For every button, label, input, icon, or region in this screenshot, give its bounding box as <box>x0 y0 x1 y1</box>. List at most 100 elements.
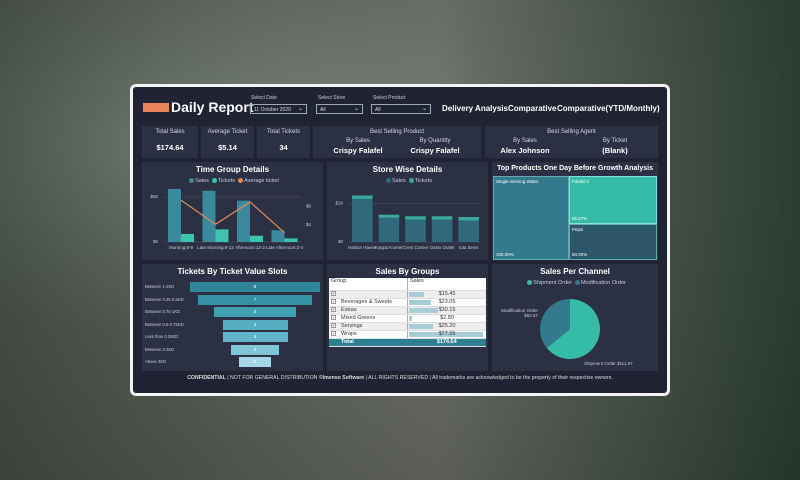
funnel-bar[interactable]: 4 <box>222 319 288 330</box>
sales-bar <box>405 219 426 242</box>
expand-icon[interactable]: + <box>331 323 336 328</box>
kpi-value: $174.64 <box>156 143 184 152</box>
by-sales-label: By Sales <box>346 138 370 144</box>
table-row[interactable]: + Wraps $77.99 <box>329 330 486 339</box>
legend: Sales Tickets <box>327 178 488 184</box>
by-qty-label: By Quantity <box>419 138 451 144</box>
table-row[interactable]: + Beverages & Sweets $23.05 <box>329 298 486 307</box>
modification-label: Modification Order $62.67 <box>496 308 538 318</box>
slice-name: Modification Order <box>501 308 538 313</box>
tile-value: 50.00% <box>572 252 588 257</box>
time-group-panel: Time Group Details Sales Tickets Average t… <box>142 162 323 260</box>
card-title: Best Selling Product <box>369 129 425 135</box>
legend-shipment: Shipment Order <box>533 280 572 286</box>
legend-sales: Sales <box>392 178 406 184</box>
treemap-tile-water[interactable]: Single-Serving Water 100.00% <box>493 176 569 260</box>
logo <box>143 103 169 112</box>
dashboard: Daily Report Select Date 11 October 2020… <box>135 88 665 392</box>
data-bar <box>409 315 412 321</box>
group-name: Mixed Greens <box>341 315 376 321</box>
footer-confidential: CONFIDENTIAL <box>187 375 226 381</box>
tickets-bar <box>215 229 229 242</box>
best-selling-product: Best Selling Product By Sales Crispy Fal… <box>313 126 481 158</box>
data-bar <box>409 323 433 329</box>
sales-bar <box>431 219 453 242</box>
product-select[interactable]: All ⌄ <box>371 104 431 114</box>
expand-icon[interactable]: + <box>331 291 336 296</box>
x-tick: Oasis Outlet <box>430 245 456 250</box>
tile-label: Falafel 2 <box>572 179 590 184</box>
x-tick: Iota Items <box>459 245 480 250</box>
header-sales[interactable]: Sales <box>407 278 486 291</box>
x-tick: Crest Corner <box>403 245 429 250</box>
kpi-label: Average Ticket <box>207 129 248 135</box>
store-select[interactable]: All ⌄ <box>316 104 363 114</box>
table-row[interactable]: + Servings $25.20 <box>329 322 486 331</box>
tickets-bar <box>250 235 263 242</box>
kpi-total-tickets: Total Tickets 34 <box>257 126 310 158</box>
funnel-bar[interactable]: 3 <box>230 344 280 355</box>
legend-average-ticket: Average ticket <box>244 178 279 184</box>
sales-table: Group Sales + $15.45 + Beverages & Sweets $23… <box>329 278 486 347</box>
sales-value: $77.99 <box>438 331 456 337</box>
shipment-label: Shipment Order $111.97 <box>584 361 633 366</box>
group-name: Wraps <box>341 331 357 337</box>
y2-tick: $6 <box>306 204 312 209</box>
tickets-bar <box>284 238 298 242</box>
funnel-label: Between 0.25-0.5KD <box>145 296 184 302</box>
kpi-value: 34 <box>279 143 288 152</box>
chevron-down-icon: ⌄ <box>297 106 303 112</box>
chevron-down-icon: ⌄ <box>353 106 359 112</box>
footer: CONFIDENTIAL | NOT FOR GENERAL DISTRIBUT… <box>135 375 665 381</box>
average-ticket-line <box>180 199 285 234</box>
kpi-average-ticket: Average Ticket $5.14 <box>201 126 254 158</box>
chart-title: Time Group Details <box>195 165 270 174</box>
expand-icon[interactable]: + <box>331 315 336 320</box>
chart-title: Store Wise Details <box>372 165 443 174</box>
funnel-bar[interactable]: 5 <box>214 307 296 317</box>
table-row[interactable]: + Extras $30.15 <box>329 306 486 315</box>
nav-comparative-ytd-monthly[interactable]: Comparative(YTD/Monthly) <box>557 104 660 113</box>
funnel-bar[interactable]: 4 <box>222 332 288 342</box>
kpi-total-sales: Total Sales $174.64 <box>142 126 198 158</box>
sales-bar <box>378 217 400 242</box>
legend-modification: Modification Order <box>580 280 626 286</box>
funnel-label: Above 3KD <box>145 359 167 364</box>
table-row[interactable]: + $15.45 <box>329 290 486 299</box>
nav-comparative[interactable]: Comparative <box>508 104 557 113</box>
data-bar <box>409 331 484 337</box>
data-bar <box>409 291 424 297</box>
x-tick: Late Afternoon:2-4 <box>266 245 304 250</box>
sales-value: $15.45 <box>438 291 456 297</box>
nav-delivery-analysis[interactable]: Delivery Analysis <box>442 104 508 113</box>
legend-sales: Sales <box>195 178 209 184</box>
data-bar <box>409 299 431 305</box>
sales-bar <box>271 230 285 242</box>
date-value: 11 October 2020 <box>254 107 291 113</box>
header-group[interactable]: Group <box>329 278 408 291</box>
best-selling-agent: Best Selling Agent By Sales Alex Johnson… <box>485 126 658 158</box>
sales-bar <box>237 200 250 242</box>
treemap-panel: Top Products One Day Before Growth Analy… <box>492 162 658 260</box>
data-bar <box>409 307 438 313</box>
card-title: Best Selling Agent <box>547 129 596 135</box>
group-name: Extras <box>341 307 357 313</box>
sales-value: $2.80 <box>440 315 454 321</box>
expand-icon[interactable]: + <box>331 299 336 304</box>
funnel-bar[interactable]: 7 <box>198 294 312 305</box>
funnel-bar[interactable]: 2 <box>238 357 272 367</box>
treemap-tile-falafel[interactable]: Falafel 2 66.67% <box>569 176 657 224</box>
group-name: Servings <box>341 323 363 329</box>
date-select[interactable]: 11 October 2020 ⌄ <box>250 104 307 114</box>
y2-tick: $4 <box>306 222 312 227</box>
expand-icon[interactable]: + <box>331 307 336 312</box>
tickets-bar <box>181 233 194 242</box>
legend-tickets: Tickets <box>414 178 432 184</box>
treemap-tile-pepsi[interactable]: Pepsi 50.00% <box>569 224 657 260</box>
x-tick: Late Morning:9-12 <box>197 245 234 250</box>
by-ticket-value: (Blank) <box>602 146 628 155</box>
expand-icon[interactable]: + <box>331 331 336 336</box>
funnel-bar[interactable]: 8 <box>190 282 320 292</box>
table-row[interactable]: + Mixed Greens $2.80 <box>329 314 486 323</box>
